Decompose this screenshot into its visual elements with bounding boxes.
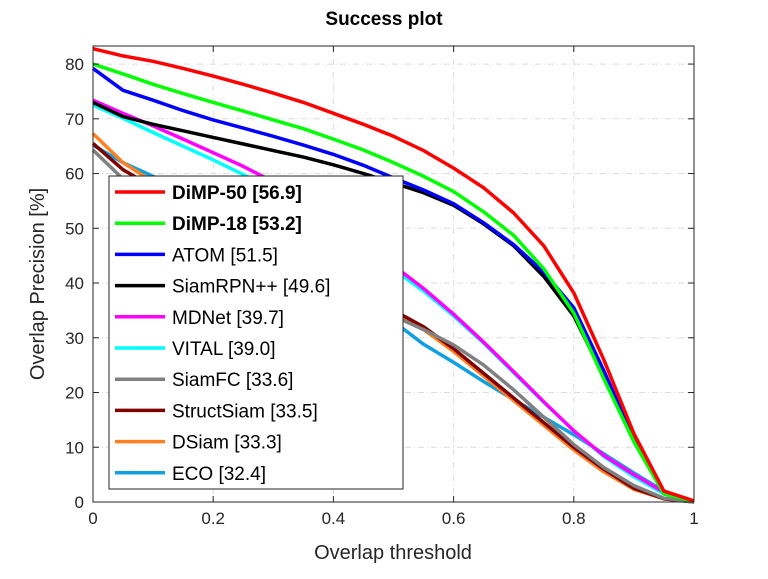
legend-entry: VITAL [39.0] [172, 339, 276, 360]
legend-entry: DiMP-50 [56.9] [172, 183, 302, 204]
y-tick-label: 60 [65, 165, 84, 184]
axes-box [92, 45, 695, 503]
legend-entry: ATOM [51.5] [172, 245, 278, 266]
series-line-dimp-50 [92, 46, 695, 503]
chart-title: Success plot [325, 9, 443, 30]
y-tick-label: 0 [75, 493, 84, 512]
legend-box [108, 175, 404, 490]
y-tick-label: 70 [65, 110, 84, 129]
x-tick-label: 0.4 [322, 509, 346, 528]
legend-entry: SiamFC [33.6] [172, 370, 293, 391]
y-tick-label: 30 [65, 329, 84, 348]
x-tick-label: 1 [689, 509, 698, 528]
y-tick-label: 10 [65, 438, 84, 457]
legend: DiMP-50 [56.9] DiMP-18 [53.2] ATOM [51.5] S… [108, 175, 404, 490]
x-axis-label: Overlap threshold [314, 542, 472, 564]
legend-entry: MDNet [39.7] [172, 308, 284, 329]
y-tick-label: 40 [65, 274, 84, 293]
x-tick-label: 0 [88, 509, 97, 528]
x-tick-label: 0.2 [201, 509, 225, 528]
y-tick-label: 80 [65, 55, 84, 74]
y-axis-label: Overlap Precision [%] [27, 188, 49, 380]
x-tick-label: 0.6 [442, 509, 466, 528]
y-tick-label: 50 [65, 219, 84, 238]
legend-entry: StructSiam [33.5] [172, 401, 318, 422]
legend-entry: ECO [32.4] [172, 464, 266, 485]
legend-entry: DSiam [33.3] [172, 433, 282, 454]
x-tick-label: 0.8 [562, 509, 586, 528]
series-line-dimp-18 [92, 62, 695, 504]
legend-entry: SiamRPN++ [49.6] [172, 277, 330, 298]
legend-entry: DiMP-18 [53.2] [172, 214, 302, 235]
y-tick-label: 20 [65, 384, 84, 403]
